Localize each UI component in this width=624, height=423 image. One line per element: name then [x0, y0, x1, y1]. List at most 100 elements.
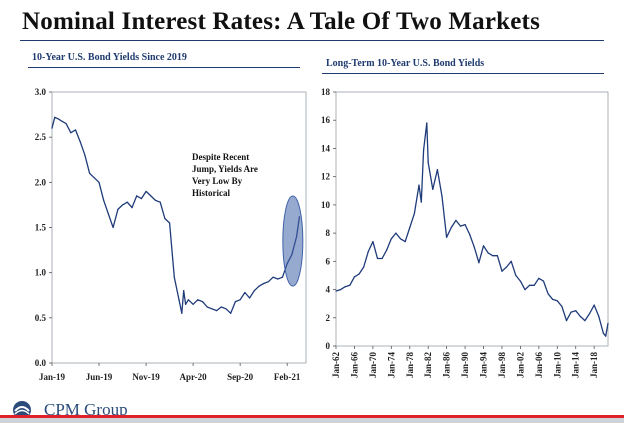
- x-tick-label: Jan-90: [460, 352, 470, 379]
- x-tick-label: Jan-02: [515, 352, 525, 379]
- y-tick-label: 16: [321, 115, 331, 125]
- y-tick-label: 12: [321, 172, 331, 182]
- data-point: [145, 190, 147, 192]
- x-tick-label: Jan-94: [479, 352, 489, 379]
- data-point: [598, 315, 600, 317]
- data-point: [575, 310, 577, 312]
- bottom-strip: [0, 418, 624, 423]
- data-point: [79, 141, 81, 143]
- data-point: [201, 301, 204, 303]
- x-tick-label: Jan-70: [368, 352, 378, 379]
- right-title-underline: [322, 73, 604, 74]
- y-tick-label: 1.5: [35, 223, 47, 233]
- y-tick-label: 1.0: [35, 268, 47, 278]
- y-tick-label: 0.5: [35, 313, 47, 323]
- data-point: [570, 311, 572, 313]
- data-point: [60, 120, 63, 122]
- data-point: [136, 195, 138, 197]
- right-chart-title: Long-Term 10-Year U.S. Bond Yields: [326, 58, 485, 69]
- plot-frame: [335, 91, 609, 347]
- data-point: [579, 315, 581, 317]
- y-tick-label: 3.0: [35, 87, 47, 97]
- data-point: [98, 181, 100, 183]
- logo-label: CPM Group: [44, 400, 128, 419]
- data-point: [169, 222, 171, 224]
- data-point: [353, 276, 355, 278]
- data-point: [220, 306, 222, 308]
- left-title-underline: [28, 67, 300, 68]
- data-point: [225, 308, 227, 310]
- data-point: [426, 122, 428, 124]
- series-line: [335, 122, 609, 337]
- y-tick-label: 14: [321, 143, 331, 153]
- data-point: [589, 312, 591, 315]
- data-point: [84, 154, 86, 156]
- data-point: [478, 262, 480, 264]
- data-point: [277, 278, 279, 280]
- chart-1: 0 2 4 6 8 10 12 14 16 18 Jan-62 Jan-66 Jan-70 Jan-74 J…: [321, 87, 609, 378]
- annotation-line: Historical: [192, 188, 230, 198]
- data-point: [552, 298, 554, 300]
- y-tick-label: 10: [321, 200, 331, 210]
- data-point: [533, 284, 535, 286]
- data-point: [358, 273, 360, 275]
- y-tick-label: 2.5: [35, 132, 47, 142]
- data-point: [561, 305, 563, 308]
- data-point: [441, 195, 443, 197]
- data-point: [607, 322, 609, 324]
- data-point: [335, 290, 337, 292]
- data-point: [206, 306, 208, 308]
- data-point: [164, 217, 166, 220]
- data-point: [344, 286, 346, 288]
- data-point: [446, 236, 448, 238]
- data-point: [183, 290, 185, 292]
- data-point: [432, 188, 434, 190]
- data-point: [216, 310, 218, 312]
- data-point: [272, 276, 274, 278]
- data-point: [185, 303, 187, 305]
- title-rule: [20, 40, 604, 41]
- data-point: [234, 301, 236, 303]
- data-point: [427, 162, 429, 164]
- data-point: [349, 284, 351, 286]
- data-point: [436, 169, 438, 171]
- data-point: [230, 312, 232, 314]
- data-point: [423, 149, 425, 151]
- data-point: [140, 198, 142, 200]
- slide-title: Nominal Interest Rates: A Tale Of Two Ma…: [22, 8, 541, 35]
- data-point: [565, 320, 568, 322]
- data-point: [107, 213, 109, 215]
- data-point: [131, 207, 133, 209]
- plot-frame: [51, 91, 307, 364]
- annotation-line: Despite Recent: [192, 152, 249, 162]
- data-point: [386, 249, 388, 251]
- x-tick-label: Feb-21: [274, 372, 301, 382]
- data-point: [281, 276, 284, 278]
- x-tick-label: Jan-18: [589, 352, 599, 379]
- data-point: [492, 255, 494, 257]
- data-point: [103, 199, 105, 201]
- data-point: [181, 312, 183, 314]
- data-point: [58, 118, 60, 120]
- data-point: [450, 226, 452, 229]
- data-point: [117, 208, 119, 210]
- annotation-line: Jump, Yields Are: [192, 164, 258, 174]
- data-point: [112, 226, 114, 229]
- data-point: [70, 132, 72, 134]
- data-point: [469, 233, 471, 236]
- data-point: [459, 225, 462, 227]
- y-tick-label: 4: [326, 285, 331, 295]
- x-tick-label: Jan-78: [405, 352, 415, 379]
- x-tick-label: Jan-10: [552, 352, 562, 379]
- data-point: [506, 266, 508, 268]
- y-tick-label: 0.0: [35, 358, 47, 368]
- data-point: [455, 219, 457, 221]
- data-point: [510, 260, 512, 262]
- x-tick-label: Jan-62: [331, 352, 341, 379]
- data-point: [420, 201, 422, 203]
- data-point: [404, 241, 406, 243]
- data-point: [605, 335, 607, 337]
- data-point: [178, 299, 180, 301]
- logo-mark-icon: [13, 401, 31, 419]
- data-point: [122, 204, 124, 206]
